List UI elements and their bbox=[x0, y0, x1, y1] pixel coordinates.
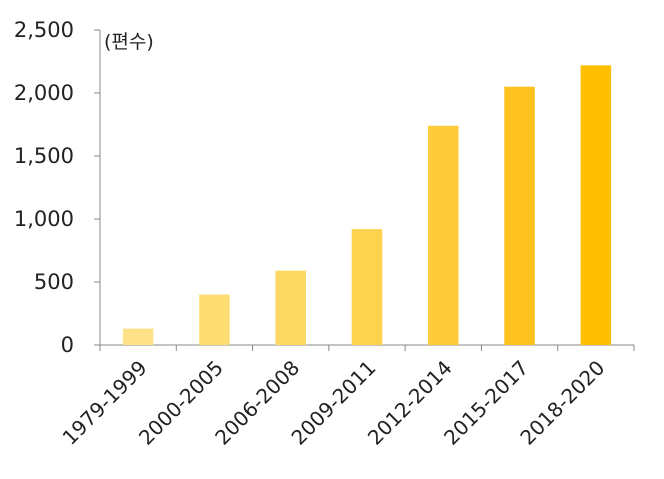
x-axis bbox=[99, 344, 635, 351]
y-tick-label: 1,000 bbox=[14, 207, 74, 231]
y-tick-label: 0 bbox=[61, 333, 74, 357]
bar-2009-2011 bbox=[351, 229, 383, 345]
bar-2012-2014 bbox=[428, 125, 459, 345]
y-axis: 0 500 1,000 1,500 2,000 2,500 bbox=[14, 18, 101, 357]
y-tick-label: 2,500 bbox=[14, 18, 74, 42]
y-tick-label: 2,000 bbox=[14, 81, 74, 105]
bar-2006-2008 bbox=[275, 270, 306, 345]
bar-2000-2005 bbox=[199, 294, 230, 345]
bar-series bbox=[122, 65, 612, 345]
x-tick-labels: 1979-19992000-20052006-20082009-20112012… bbox=[58, 356, 610, 450]
unit-label: (편수) bbox=[104, 31, 154, 53]
bar-1979-1999 bbox=[122, 328, 154, 345]
bar-2018-2020 bbox=[580, 65, 612, 345]
y-tick-label: 1,500 bbox=[14, 144, 74, 168]
bar-2015-2017 bbox=[504, 86, 535, 345]
y-tick-label: 500 bbox=[34, 270, 74, 294]
